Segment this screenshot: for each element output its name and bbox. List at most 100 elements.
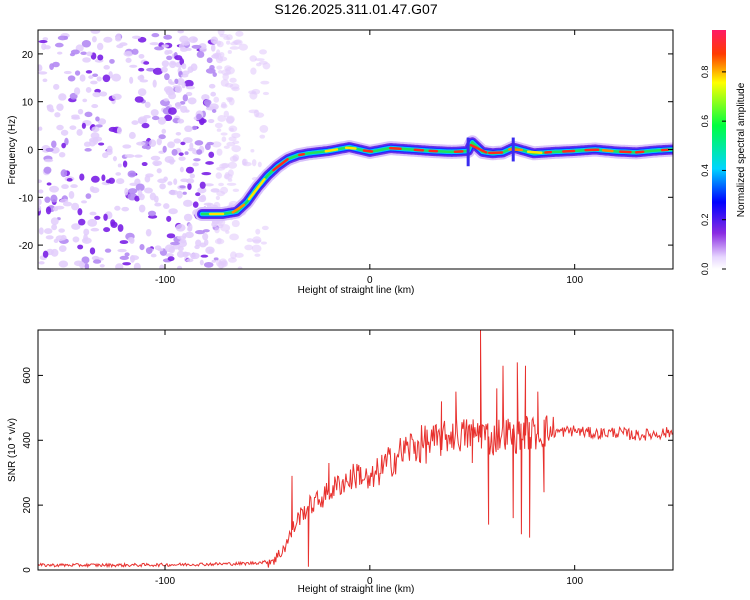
noise-blob	[183, 199, 193, 207]
noise-blob	[80, 51, 87, 55]
spectrogram-y-label: Frequency (Hz)	[7, 116, 18, 185]
noise-blob	[166, 55, 173, 61]
noise-blob	[139, 74, 144, 79]
noise-blob	[213, 96, 220, 103]
noise-blob	[250, 67, 257, 75]
noise-blob	[38, 64, 43, 72]
noise-blob	[242, 161, 252, 167]
noise-blob	[233, 39, 243, 46]
noise-blob	[83, 228, 90, 236]
noise-blob	[92, 136, 99, 145]
noise-blob	[58, 151, 66, 158]
noise-blob	[193, 158, 201, 162]
noise-blob	[260, 80, 270, 85]
noise-blob	[79, 74, 86, 82]
noise-blob	[58, 228, 65, 233]
noise-blob	[219, 51, 225, 58]
noise-blob	[168, 107, 177, 115]
noise-blob	[146, 67, 156, 72]
noise-blob	[124, 154, 135, 158]
ridge-peak	[231, 203, 246, 214]
noise-blob	[184, 125, 193, 133]
y-tick-label: 600	[22, 367, 33, 384]
noise-blob	[216, 65, 223, 70]
noise-blob	[131, 120, 139, 126]
noise-blob	[224, 82, 234, 88]
noise-blob	[54, 205, 65, 210]
noise-blob	[117, 224, 124, 232]
noise-blob	[221, 260, 227, 268]
noise-blob	[161, 66, 168, 73]
noise-blob	[135, 183, 145, 192]
noise-blob	[251, 244, 262, 253]
noise-blob	[58, 260, 69, 268]
noise-blob	[152, 67, 163, 75]
noise-blob	[260, 241, 268, 245]
chart-title: S126.2025.311.01.47.G07	[274, 1, 437, 17]
y-tick-label: -10	[19, 193, 34, 204]
noise-blob	[143, 61, 150, 65]
noise-blob	[250, 149, 255, 153]
noise-blob	[133, 262, 141, 269]
noise-blob	[119, 240, 129, 245]
noise-blob	[106, 145, 113, 153]
noise-blob	[137, 36, 147, 43]
noise-blob	[179, 58, 185, 66]
noise-blob	[138, 67, 145, 72]
snr-panel: -100 0 100 0 200 400 600 Height of straight l…	[7, 329, 674, 595]
noise-blob	[83, 141, 92, 147]
noise-blob	[52, 61, 60, 68]
noise-blob	[73, 87, 81, 95]
noise-blob	[156, 168, 162, 174]
noise-blob	[170, 241, 180, 246]
noise-blob	[96, 76, 102, 82]
noise-blob	[56, 103, 64, 111]
ridge-peak	[469, 143, 488, 154]
noise-blob	[38, 205, 42, 212]
noise-blob	[257, 161, 262, 168]
x-tick-label: 100	[566, 275, 583, 286]
noise-blob	[115, 33, 121, 40]
noise-blob	[164, 50, 170, 55]
noise-blob	[179, 47, 188, 52]
noise-blob	[181, 40, 191, 46]
noise-blob	[43, 45, 51, 50]
noise-blob	[179, 166, 184, 173]
noise-blob	[56, 124, 64, 131]
noise-blob	[111, 93, 122, 100]
noise-blob	[149, 192, 157, 201]
ridge-peak	[508, 148, 524, 152]
noise-blob	[124, 187, 129, 196]
spectrogram-x-ticks: -100 0 100	[155, 30, 583, 286]
noise-blob	[122, 144, 132, 149]
noise-blob	[187, 97, 197, 105]
noise-blob	[167, 181, 173, 186]
noise-blob	[169, 60, 177, 69]
noise-blob	[123, 51, 134, 57]
noise-blob	[114, 205, 121, 211]
y-tick-label: 20	[22, 50, 34, 61]
noise-blob	[208, 249, 214, 253]
noise-blob	[90, 175, 100, 183]
noise-blob	[145, 228, 152, 237]
noise-blob	[203, 261, 214, 268]
ridge-peak	[272, 158, 289, 172]
noise-blob	[122, 262, 131, 266]
noise-blob	[77, 208, 83, 216]
noise-blob	[178, 152, 184, 156]
noise-blob	[196, 51, 205, 58]
noise-blob	[217, 30, 225, 36]
noise-blob	[156, 138, 162, 146]
noise-blob	[214, 122, 223, 129]
noise-blob	[81, 39, 92, 48]
noise-blob	[157, 247, 164, 252]
noise-blob	[90, 227, 100, 232]
snr-x-label: Height of straight line (km)	[298, 584, 415, 595]
noise-blob	[83, 233, 88, 242]
noise-blob	[248, 90, 257, 95]
noise-blob	[216, 148, 223, 156]
noise-blob	[185, 85, 195, 90]
noise-blob	[226, 141, 236, 147]
noise-blob	[78, 218, 86, 226]
noise-blob	[147, 210, 157, 217]
